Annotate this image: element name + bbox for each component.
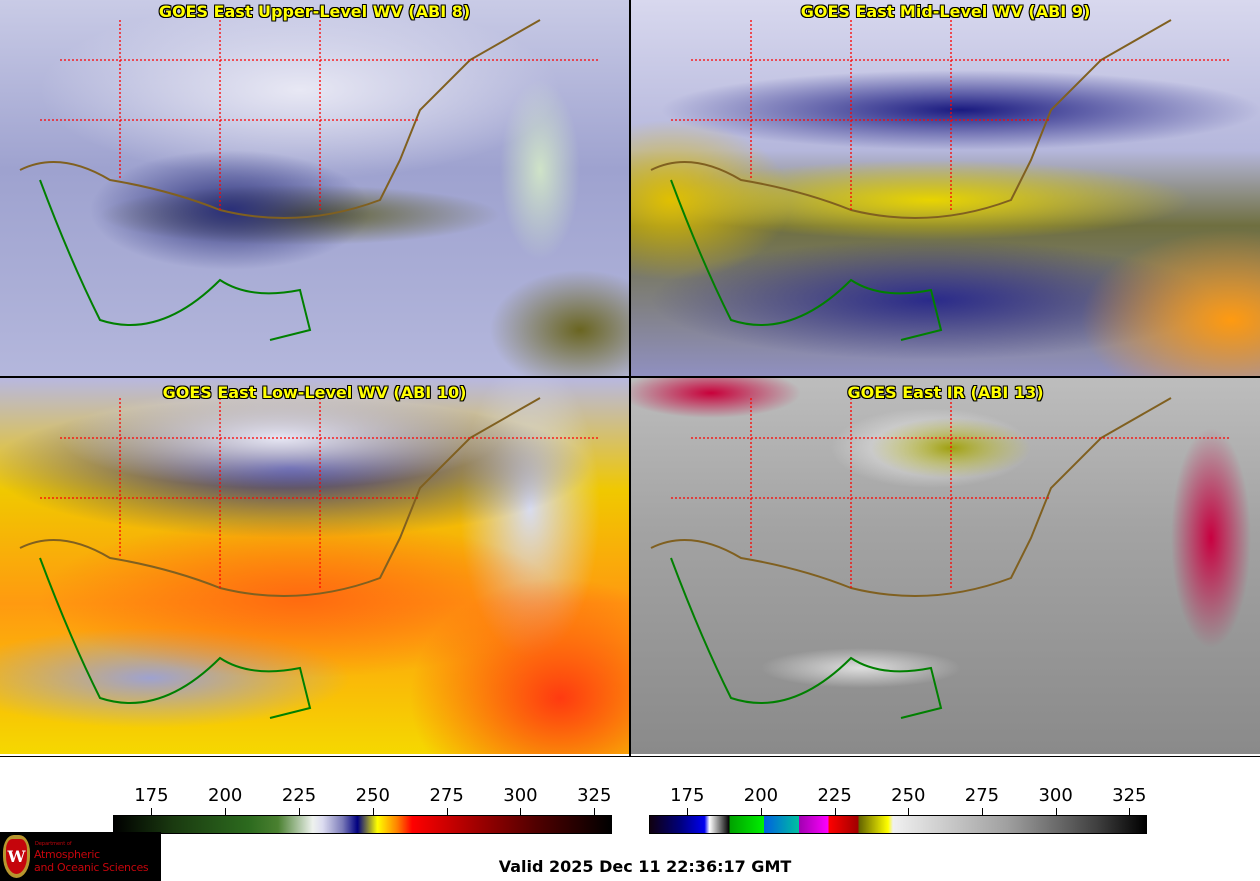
colorbar-tick-label: 225 xyxy=(281,785,317,806)
colorbar-tick xyxy=(372,808,374,815)
panel-title: GOES East IR (ABI 13) xyxy=(847,383,1044,402)
colorbar-tick-label: 200 xyxy=(208,785,243,806)
colorbar-tick-label: 325 xyxy=(1112,785,1147,806)
map-overlay xyxy=(650,397,1231,719)
panel-title: GOES East Mid-Level WV (ABI 9) xyxy=(800,2,1091,21)
panel-ir: GOES East IR (ABI 13) xyxy=(631,378,1260,754)
colorbar-tick xyxy=(760,808,762,815)
map-overlay xyxy=(19,397,600,719)
colorbar-tick xyxy=(520,808,522,815)
valid-time: Valid 2025 Dec 11 22:36:17 GMT xyxy=(498,857,792,876)
colorbar-tick xyxy=(594,808,596,815)
colorbar-tick-label: 250 xyxy=(891,785,926,806)
colorbar-tick-label: 175 xyxy=(670,785,705,806)
colorbar-tick-label: 225 xyxy=(817,785,852,806)
panel-title: GOES East Low-Level WV (ABI 10) xyxy=(162,383,467,402)
map-overlay xyxy=(19,19,600,341)
panel-mid-level-wv: GOES East Mid-Level WV (ABI 9) xyxy=(631,0,1260,376)
aos-logo: W Department of Atmospheric and Oceanic … xyxy=(0,832,161,881)
colorbar-tick xyxy=(834,808,836,815)
colorbar-tick-label: 300 xyxy=(503,785,538,806)
map-overlay xyxy=(650,19,1231,341)
vertical-divider xyxy=(629,0,631,757)
colorbar-tick xyxy=(225,808,227,815)
colorbar-tick-label: 325 xyxy=(577,785,612,806)
colorbar-tick-label: 275 xyxy=(964,785,1000,806)
logo-line1: Atmospheric xyxy=(34,848,100,861)
panel-upper-level-wv: GOES East Upper-Level WV (ABI 8) xyxy=(0,0,629,376)
ir-colorbar xyxy=(649,815,1147,834)
colorbar-tick xyxy=(151,808,153,815)
panel-low-level-wv: GOES East Low-Level WV (ABI 10) xyxy=(0,378,629,754)
horizontal-divider xyxy=(0,376,1260,378)
logo-dept: Department of xyxy=(35,841,72,847)
colorbar-tick-label: 250 xyxy=(355,785,390,806)
colorbar-tick xyxy=(1129,808,1131,815)
colorbar-tick-label: 275 xyxy=(429,785,464,806)
colorbar-tick xyxy=(908,808,910,815)
colorbar-tick xyxy=(981,808,983,815)
logo-line2: and Oceanic Sciences xyxy=(34,861,149,874)
colorbar-tick xyxy=(446,808,448,815)
colorbar-tick-label: 200 xyxy=(743,785,779,806)
colorbar-tick-label: 175 xyxy=(134,785,169,806)
colorbar-tick xyxy=(1055,808,1057,815)
panel-title: GOES East Upper-Level WV (ABI 8) xyxy=(158,2,471,21)
colorbar-tick xyxy=(299,808,301,815)
bottom-border xyxy=(0,756,1260,757)
wv-colorbar xyxy=(113,815,612,834)
uw-crest-icon: W xyxy=(3,835,30,878)
colorbar-tick-label: 300 xyxy=(1038,785,1073,806)
colorbar-tick xyxy=(687,808,689,815)
